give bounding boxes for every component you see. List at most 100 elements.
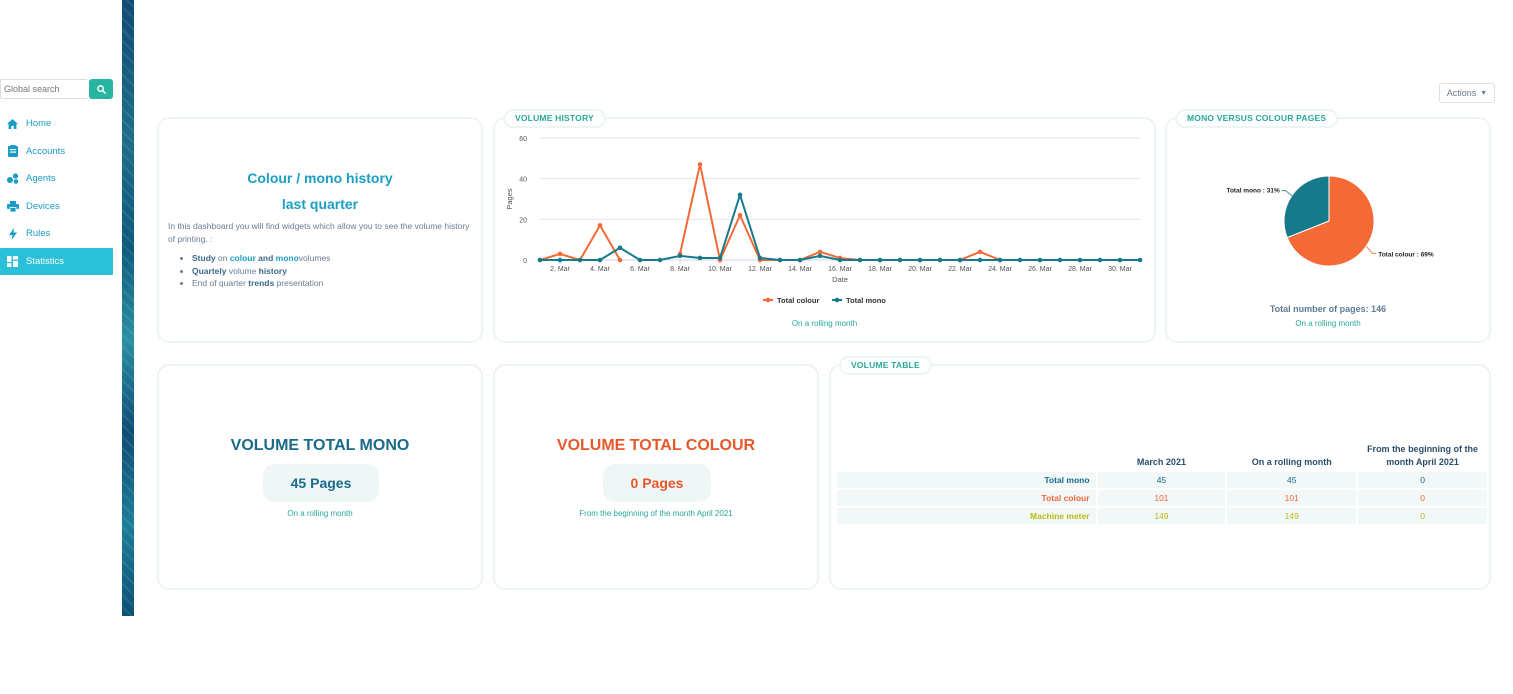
table-header: From the beginning of the month April 20… xyxy=(1367,444,1479,467)
sidebar-nav: Home Accounts Agents Devices Rules xyxy=(0,110,113,275)
row-label: Total mono xyxy=(837,472,1096,488)
intro-text: In this dashboard you will find widgets … xyxy=(168,221,470,244)
data-point xyxy=(1097,257,1103,263)
data-point xyxy=(617,257,623,263)
data-point xyxy=(597,257,603,263)
data-point xyxy=(917,257,923,263)
data-point xyxy=(597,223,603,228)
y-tick-label: 40 xyxy=(519,177,527,184)
data-point xyxy=(657,257,663,263)
rolling-month-note: On a rolling month xyxy=(791,319,858,328)
stat-title: VOLUME TOTAL MONO xyxy=(230,437,410,454)
data-point xyxy=(1057,257,1063,263)
x-tick-label: 8. Mar xyxy=(670,266,691,273)
y-tick-label: 20 xyxy=(519,217,527,224)
list-item: Quartely volume history xyxy=(192,265,330,278)
sidebar-item-devices[interactable]: Devices xyxy=(0,193,113,221)
data-point xyxy=(857,257,863,263)
sidebar: Home Accounts Agents Devices Rules xyxy=(0,0,122,694)
intro-title-line1: Colour / mono history xyxy=(247,170,393,186)
pie-label: Total mono : 31% xyxy=(1226,188,1280,195)
pie-connector xyxy=(1365,246,1377,254)
table-cell: 149 xyxy=(1227,508,1357,524)
stat-note: From the beginning of the month April 20… xyxy=(579,509,733,518)
total-pages-label: Total number of pages: 146 xyxy=(1269,304,1387,314)
data-point xyxy=(817,249,823,255)
caret-down-icon: ▼ xyxy=(1480,89,1488,97)
dashboard-icon xyxy=(6,255,19,268)
data-point xyxy=(797,257,803,263)
y-axis-label: Pages xyxy=(505,188,514,210)
table-cell: 149 xyxy=(1097,508,1226,524)
table-row: Machine meter 149 149 0 xyxy=(837,508,1487,524)
table-cell: 0 xyxy=(1358,490,1487,506)
data-point xyxy=(997,257,1003,263)
sidebar-item-label: Accounts xyxy=(26,145,66,157)
panel-title: VOLUME TABLE xyxy=(841,358,930,373)
sidebar-item-label: Home xyxy=(26,118,52,130)
sidebar-item-label: Rules xyxy=(26,228,51,240)
sidebar-item-rules[interactable]: Rules xyxy=(0,220,113,248)
data-point xyxy=(937,257,943,263)
sidebar-item-accounts[interactable]: Accounts xyxy=(0,138,113,166)
stat-note: On a rolling month xyxy=(287,509,353,518)
home-icon xyxy=(6,117,19,130)
search-input[interactable] xyxy=(0,79,87,99)
pie-label: Total colour : 69% xyxy=(1378,251,1434,258)
sidebar-item-home[interactable]: Home xyxy=(0,110,113,138)
x-tick-label: 26. Mar xyxy=(1028,266,1052,273)
search-button[interactable] xyxy=(89,79,113,99)
legend-label: Total mono xyxy=(846,296,886,305)
stat-value: 0 Pages xyxy=(603,464,711,502)
table-cell: 101 xyxy=(1097,490,1226,506)
rolling-month-note: On a rolling month xyxy=(1295,319,1361,328)
table-cell: 45 xyxy=(1097,472,1226,488)
series-line xyxy=(540,191,1140,261)
data-point xyxy=(757,255,763,261)
x-tick-label: 6. Mar xyxy=(630,266,651,273)
volume-table: March 2021 On a rolling month From the b… xyxy=(835,439,1489,526)
stat-value: 45 Pages xyxy=(263,464,379,502)
decorative-stripe xyxy=(122,0,134,616)
list-item: Study on colour and monovolumes xyxy=(192,252,330,265)
x-tick-label: 24. Mar xyxy=(988,266,1012,273)
volume-history-chart: 0 20 40 60 2. Mar 4. Mar 6. Mar 8. Mar 10. Mar 12… xyxy=(505,136,1143,305)
list-item: End of quarter trends presentation xyxy=(192,277,330,290)
data-point xyxy=(677,253,683,259)
y-tick-label: 60 xyxy=(519,136,527,143)
sidebar-item-label: Agents xyxy=(26,173,56,185)
x-tick-label: 22. Mar xyxy=(948,266,972,273)
search-icon xyxy=(96,84,106,94)
sidebar-item-statistics[interactable]: Statistics xyxy=(0,247,113,275)
volume-history-panel: VOLUME HISTORY 0 20 40 60 2. Mar 4. Mar 6. Mar… xyxy=(493,111,1156,343)
x-tick-label: 18. Mar xyxy=(868,266,892,273)
actions-label: Actions xyxy=(1446,88,1477,98)
data-point xyxy=(717,255,723,261)
volume-table-panel: VOLUME TABLE March 2021 On a rolling mon… xyxy=(829,358,1491,590)
data-point xyxy=(1017,257,1023,263)
x-tick-label: 2. Mar xyxy=(550,266,571,273)
sidebar-item-agents[interactable]: Agents xyxy=(0,165,113,193)
data-point xyxy=(777,257,783,263)
x-axis-label: Date xyxy=(832,275,848,284)
data-point xyxy=(557,257,563,263)
panel-title: MONO VERSUS COLOUR PAGES xyxy=(1177,111,1337,126)
x-tick-label: 20. Mar xyxy=(908,266,932,273)
data-point xyxy=(977,249,983,255)
x-tick-label: 14. Mar xyxy=(788,266,812,273)
data-point xyxy=(697,162,703,167)
panel-title: VOLUME HISTORY xyxy=(505,111,604,126)
actions-dropdown[interactable]: Actions ▼ xyxy=(1439,83,1495,103)
sidebar-item-label: Devices xyxy=(26,200,60,212)
pie-slice xyxy=(1286,175,1375,267)
data-point xyxy=(877,257,883,263)
table-cell: 0 xyxy=(1358,472,1487,488)
data-point xyxy=(897,257,903,263)
table-header-row: March 2021 On a rolling month From the b… xyxy=(837,441,1487,470)
mono-vs-colour-pie-chart: Total colour : 69% Total mono : 31% xyxy=(1226,175,1434,267)
data-point xyxy=(537,257,543,263)
table-cell: 101 xyxy=(1227,490,1357,506)
agents-icon xyxy=(6,172,19,185)
global-search xyxy=(0,79,113,101)
table-cell: 45 xyxy=(1227,472,1357,488)
